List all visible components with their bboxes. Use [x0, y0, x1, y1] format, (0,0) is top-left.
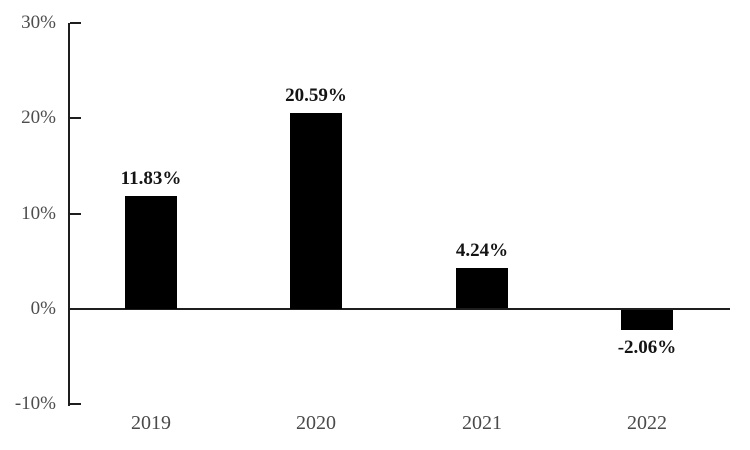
y-axis-line	[68, 23, 70, 406]
data-label-2020: 20.59%	[285, 85, 347, 106]
data-label-2019: 11.83%	[120, 168, 182, 189]
y-axis-tick-label: -10%	[14, 393, 56, 414]
x-axis-label-2019: 2019	[131, 412, 171, 434]
bar-2022	[621, 310, 673, 330]
y-axis-tick	[70, 212, 81, 215]
bar-2019	[125, 196, 177, 309]
x-axis-label-2020: 2020	[296, 412, 336, 434]
y-axis-tick	[70, 22, 81, 24]
data-label-2022: -2.06%	[617, 337, 677, 358]
y-axis-tick-label: 30%	[21, 12, 56, 33]
data-label-2021: 4.24%	[455, 240, 509, 261]
x-axis-label-2022: 2022	[627, 412, 667, 434]
x-axis-label-2021: 2021	[462, 412, 502, 434]
y-axis-tick	[70, 117, 81, 120]
y-axis-tick-label: 10%	[21, 202, 56, 224]
bar-2020	[290, 113, 342, 309]
y-axis-tick-label: 20%	[21, 107, 56, 129]
y-axis-tick-label: 0%	[30, 297, 56, 319]
bar-2021	[456, 268, 508, 308]
y-axis-tick	[70, 403, 81, 405]
zero-baseline	[70, 307, 730, 310]
